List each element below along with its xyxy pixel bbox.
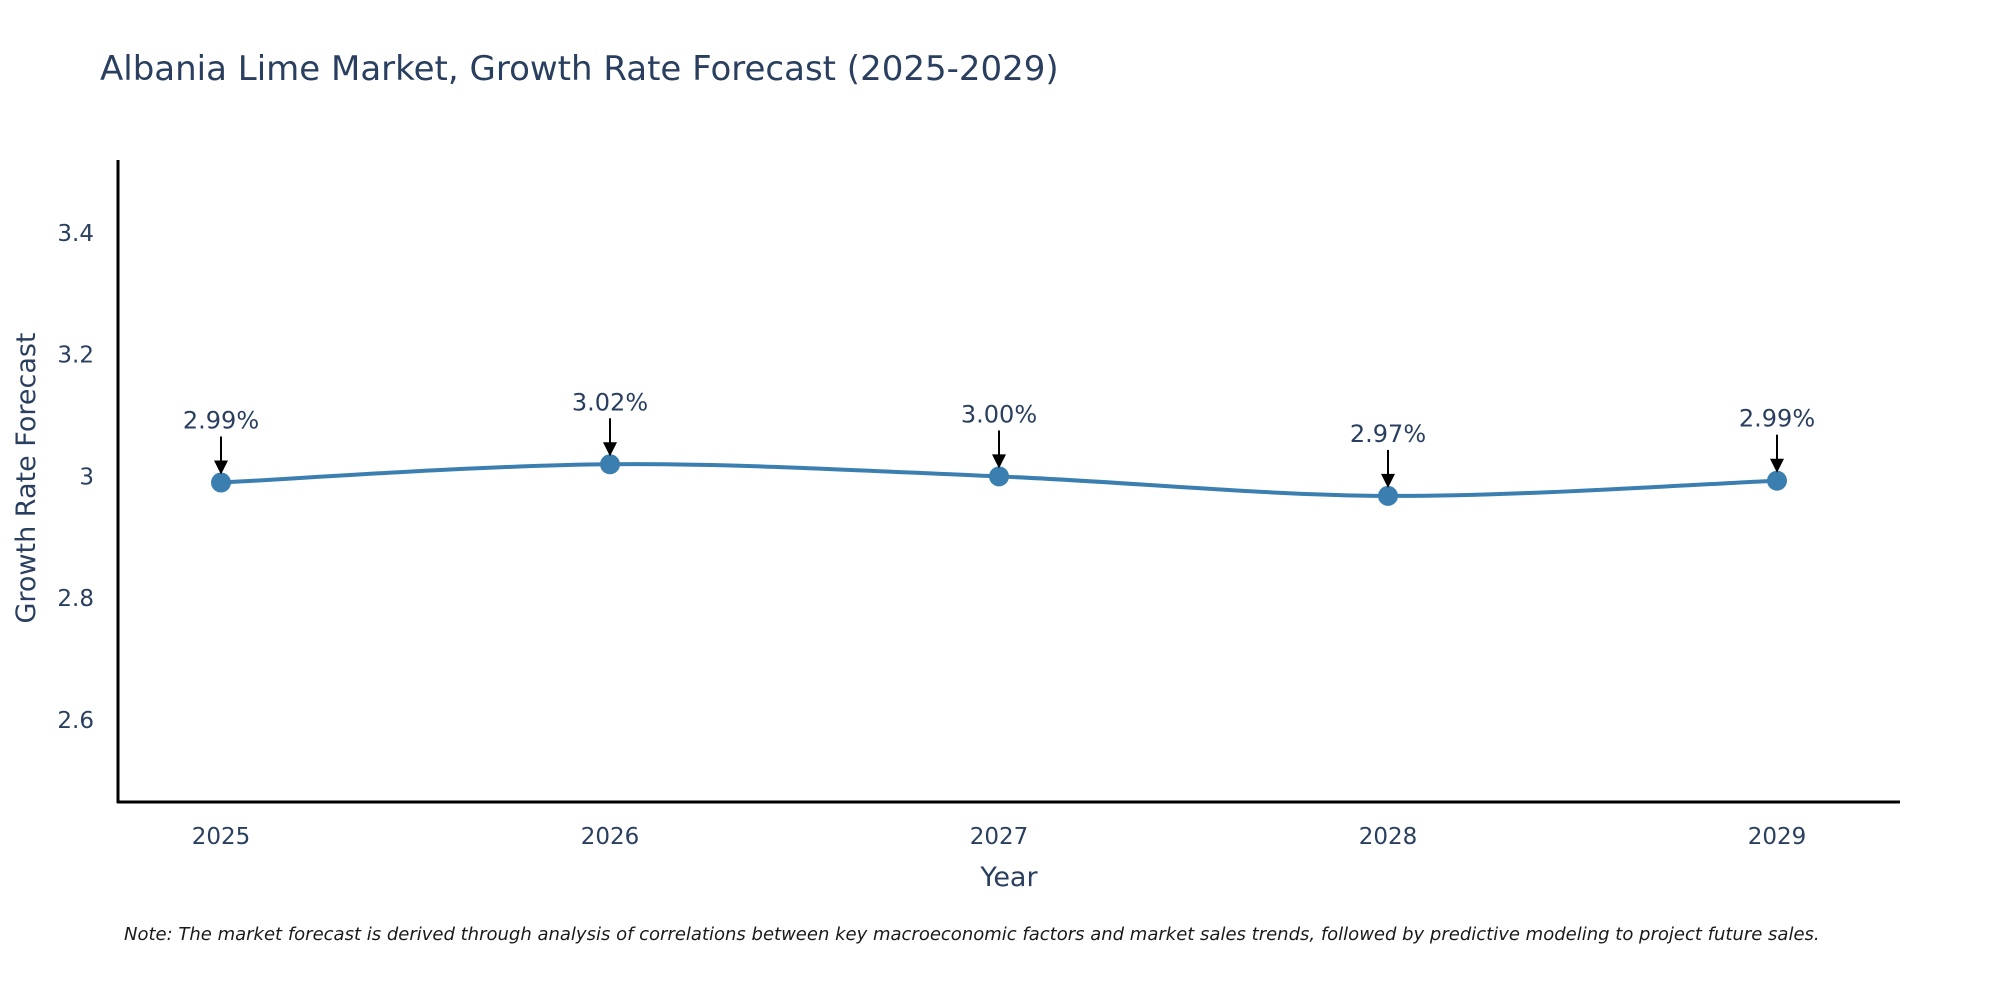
y-tick-label: 2.6 bbox=[57, 708, 94, 734]
x-axis-title: Year bbox=[979, 862, 1038, 893]
annotation-arrowhead bbox=[992, 454, 1006, 469]
annotation-arrowhead bbox=[1770, 458, 1784, 473]
axes bbox=[116, 160, 1900, 804]
data-labels: 2.99% 3.02% 3.00% 2.97% 2.99% bbox=[183, 388, 1815, 488]
data-label: 2.99% bbox=[183, 407, 259, 435]
data-point bbox=[1378, 485, 1398, 506]
data-point bbox=[600, 454, 620, 475]
y-tick-label: 3.4 bbox=[57, 221, 94, 247]
data-point bbox=[989, 466, 1009, 487]
data-point bbox=[211, 472, 231, 493]
x-tick-label: 2025 bbox=[192, 824, 251, 850]
annotation-arrowhead bbox=[214, 460, 228, 475]
y-axis-title: Growth Rate Forecast bbox=[11, 332, 42, 623]
chart-title: Albania Lime Market, Growth Rate Forecas… bbox=[100, 49, 1059, 89]
y-axis-ticks: 2.6 2.8 3 3.2 3.4 bbox=[57, 221, 94, 734]
x-tick-label: 2026 bbox=[581, 824, 640, 850]
x-tick-label: 2027 bbox=[970, 824, 1029, 850]
data-point bbox=[1767, 470, 1787, 491]
annotation-arrowhead bbox=[603, 442, 617, 457]
x-axis-ticks: 2025 2026 2027 2028 2029 bbox=[192, 824, 1807, 850]
data-label: 3.00% bbox=[961, 400, 1037, 428]
y-tick-label: 2.8 bbox=[57, 586, 94, 612]
data-series bbox=[211, 454, 1787, 506]
data-label: 3.02% bbox=[572, 388, 648, 416]
y-tick-label: 3.2 bbox=[57, 343, 94, 369]
data-label: 2.99% bbox=[1739, 405, 1815, 433]
x-tick-label: 2028 bbox=[1359, 824, 1418, 850]
y-tick-label: 3 bbox=[79, 464, 94, 490]
x-tick-label: 2029 bbox=[1748, 824, 1807, 850]
annotation-arrowhead bbox=[1381, 473, 1395, 488]
chart-note: Note: The market forecast is derived thr… bbox=[124, 924, 1820, 945]
data-label: 2.97% bbox=[1350, 420, 1426, 448]
